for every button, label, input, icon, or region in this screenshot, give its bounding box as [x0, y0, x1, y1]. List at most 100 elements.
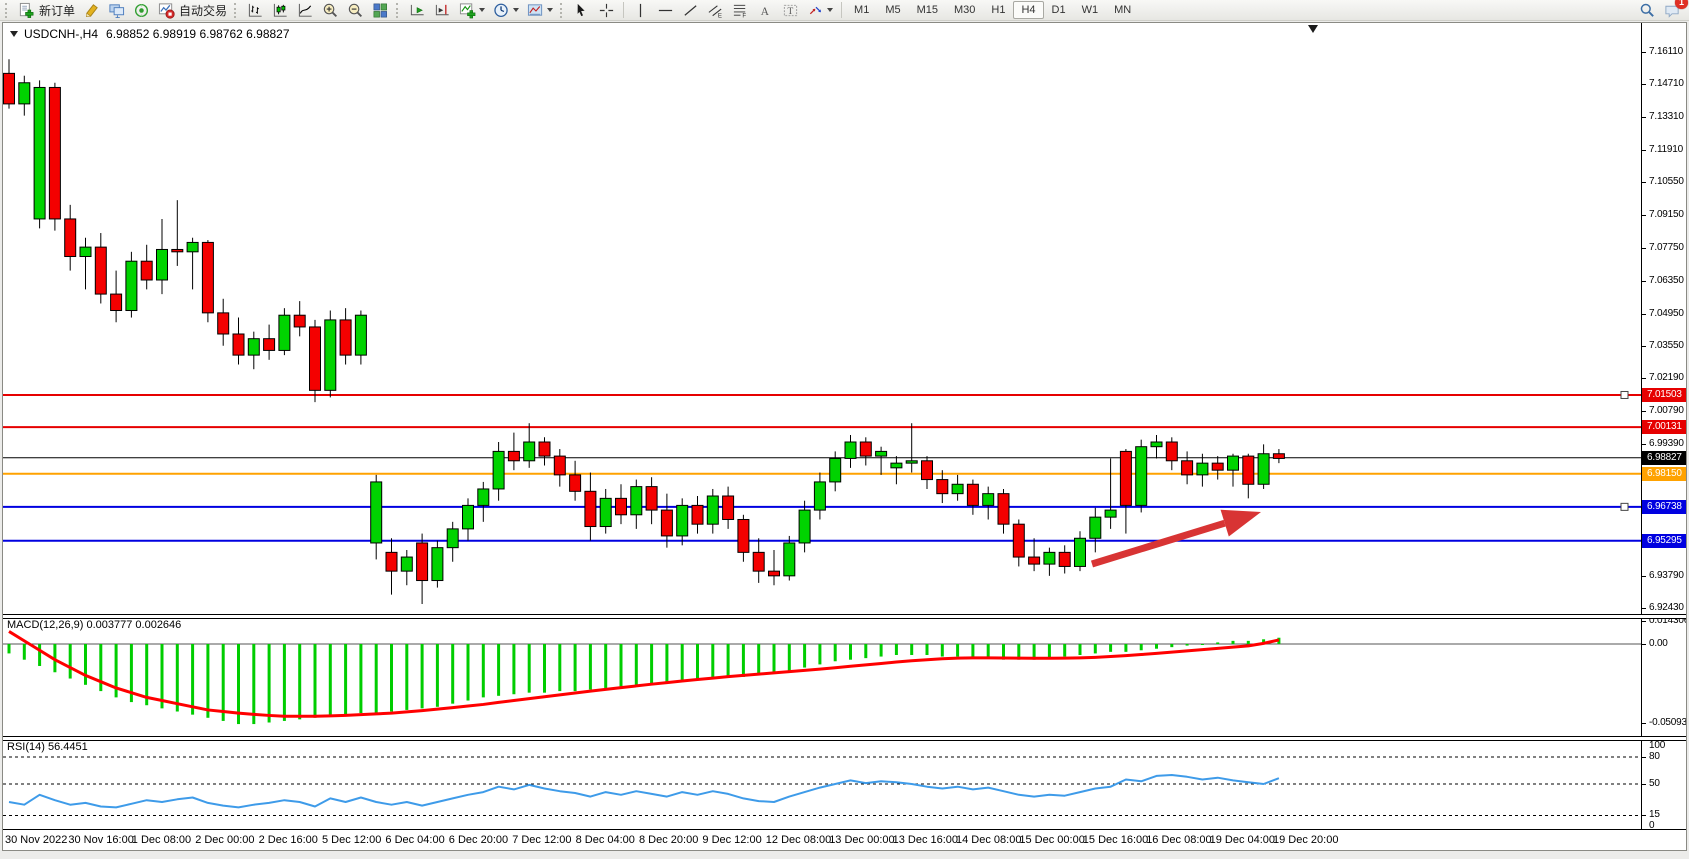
macd-tick-label: -0.050937 — [1649, 717, 1687, 729]
price-tick-label: 7.13310 — [1649, 111, 1684, 123]
candles-chart-button[interactable] — [268, 0, 293, 21]
template-icon — [527, 3, 543, 16]
price-tick-label: 7.03550 — [1649, 340, 1684, 352]
macd-signal-line — [8, 630, 1280, 718]
pane-separator[interactable] — [3, 736, 1686, 741]
rsi-tick — [1642, 783, 1646, 785]
svg-text:E: E — [718, 12, 722, 18]
timeframe-m1-button[interactable]: M1 — [854, 4, 870, 16]
templates-button[interactable] — [523, 0, 557, 21]
pane-separator[interactable] — [3, 614, 1686, 619]
time-label: 8 Dec 04:00 — [575, 834, 635, 846]
search-button[interactable] — [1635, 0, 1660, 21]
crosshair-button[interactable] — [594, 0, 619, 21]
dropdown-caret — [513, 8, 520, 12]
timeframe-h1-button[interactable]: H1 — [991, 4, 1006, 16]
dropdown-caret — [547, 8, 554, 12]
time-label: 1 Dec 08:00 — [131, 834, 192, 846]
price-pane[interactable]: USDCNH-,H4 6.98852 6.98919 6.98762 6.988… — [3, 23, 1641, 614]
trendline-tool[interactable] — [678, 0, 703, 21]
chart-ohlc-values: 6.98852 6.98919 6.98762 6.98827 — [106, 27, 290, 41]
terminal-button[interactable] — [104, 0, 129, 21]
svg-text:F: F — [742, 12, 746, 18]
toolbar-grip — [396, 2, 401, 18]
price-tick-label: 7.04950 — [1649, 307, 1684, 319]
horizontal-line-tool[interactable] — [653, 0, 678, 21]
timeframe-m30-button[interactable]: M30 — [954, 4, 976, 16]
price-tick-label: 7.14710 — [1649, 78, 1684, 90]
chart-symbol-period: USDCNH-,H4 — [24, 27, 99, 41]
price-tick-label: 6.93790 — [1649, 569, 1684, 581]
trendline-icon — [684, 4, 697, 16]
price-chart-canvas[interactable] — [3, 23, 1641, 614]
line-handle — [1620, 390, 1629, 399]
timeframe-m15-button[interactable]: M15 — [916, 4, 938, 16]
bars-chart-button[interactable] — [243, 0, 268, 21]
indicators-button[interactable] — [455, 0, 489, 21]
equidistant-channel-icon: E — [708, 4, 722, 19]
vertical-line-tool[interactable] — [628, 0, 653, 21]
price-level-label: 7.01503 — [1642, 387, 1686, 402]
price-tick-label: 7.16110 — [1649, 45, 1684, 57]
timeframe-h4-button[interactable]: H4 — [1013, 1, 1044, 19]
dropdown-caret — [827, 8, 834, 12]
arrows-tool[interactable] — [803, 0, 837, 21]
price-tick — [1642, 182, 1646, 184]
macd-tick — [1642, 643, 1646, 645]
tile-windows-button[interactable] — [368, 0, 393, 21]
cursor-icon — [577, 3, 585, 16]
text-tool[interactable]: A — [753, 0, 778, 21]
macd-tick — [1642, 723, 1646, 725]
chart-shift-button[interactable] — [430, 0, 455, 21]
chart-dropdown-icon[interactable] — [10, 31, 18, 37]
timeframe-w1-button[interactable]: W1 — [1081, 4, 1099, 16]
notifications-button[interactable]: 1 — [1660, 0, 1688, 21]
toolbar-separator — [841, 2, 843, 18]
price-level-label: 6.95295 — [1642, 533, 1686, 548]
zoom-out-button[interactable] — [343, 0, 368, 21]
price-tick-label: 7.07750 — [1649, 241, 1684, 253]
search-icon — [1640, 3, 1654, 17]
timeframe-mn-button[interactable]: MN — [1114, 4, 1132, 16]
macd-pane[interactable]: MACD(12,26,9) 0.003777 0.002646 — [3, 617, 1641, 736]
price-tick-label: 6.99390 — [1649, 438, 1684, 450]
time-axis[interactable]: 30 Nov 2022 30 Nov 16:00 1 Dec 08:00 2 Dec … — [3, 830, 1686, 850]
text-label-tool[interactable]: T — [778, 0, 803, 21]
monitors-icon — [109, 3, 125, 18]
rsi-canvas[interactable] — [3, 739, 1641, 829]
channel-tool[interactable]: E — [703, 0, 728, 21]
time-label: 13 Dec 00:00 — [829, 834, 895, 846]
line-chart-button[interactable] — [293, 0, 318, 21]
rsi-pane[interactable]: RSI(14) 56.4451 — [3, 739, 1641, 829]
zoom-in-button[interactable] — [318, 0, 343, 21]
price-tick — [1642, 607, 1646, 609]
periods-button[interactable] — [489, 0, 523, 21]
time-label: 7 Dec 12:00 — [512, 834, 572, 846]
time-label: 16 Dec 08:00 — [1146, 834, 1212, 846]
indicators-add-icon — [459, 2, 476, 18]
toolbar-grip — [5, 2, 10, 18]
metaeditor-button[interactable] — [79, 0, 104, 21]
new-order-button[interactable]: 新订单 — [14, 0, 79, 21]
macd-tick-label: 0.014306 — [1649, 615, 1687, 627]
macd-canvas[interactable] — [3, 617, 1641, 736]
chart-shift-marker[interactable] — [1308, 25, 1318, 33]
autotrading-button[interactable]: 自动交易 — [154, 0, 231, 21]
time-label: 9 Dec 12:00 — [702, 834, 762, 846]
macd-tick-label: 0.00 — [1649, 637, 1668, 649]
line-handle — [1620, 502, 1629, 511]
new-order-icon — [19, 2, 34, 18]
auto-scroll-icon — [410, 4, 424, 15]
timeframe-d1-button[interactable]: D1 — [1051, 4, 1066, 16]
svg-text:T: T — [788, 6, 794, 16]
price-tick — [1642, 214, 1646, 216]
signals-button[interactable] — [129, 0, 154, 21]
cursor-button[interactable] — [569, 0, 594, 21]
auto-scroll-button[interactable] — [405, 0, 430, 21]
fibonacci-tool[interactable]: F — [728, 0, 753, 21]
timeframe-m5-button[interactable]: M5 — [885, 4, 901, 16]
arrows-icon — [809, 6, 822, 14]
chart-window[interactable]: USDCNH-,H4 6.98852 6.98919 6.98762 6.988… — [2, 22, 1687, 851]
tile-windows-icon — [373, 3, 388, 17]
text-label-icon: T — [783, 4, 798, 16]
